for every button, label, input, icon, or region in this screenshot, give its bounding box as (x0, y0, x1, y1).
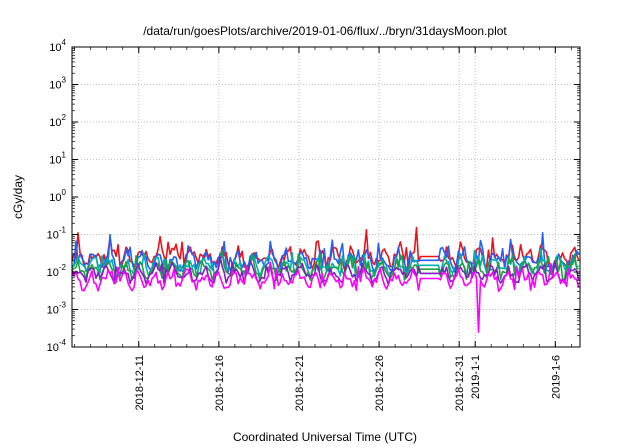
y-tick-label: 10-4 (47, 338, 67, 354)
y-axis-ticks: 10-4 10-3 10-2 10-1 100 101 102 103 104 (47, 38, 580, 354)
y-tick-label: 100 (49, 188, 66, 204)
y-tick-label: 101 (49, 151, 66, 167)
y-axis-label: cGy/day (11, 175, 25, 219)
x-axis-label: Coordinated Universal Time (UTC) (233, 430, 417, 444)
series-line (71, 256, 580, 286)
x-tick-label: 2018-12-16 (214, 355, 226, 411)
y-tick-label: 10-1 (47, 226, 67, 242)
x-tick-label: 2019-1-1 (470, 355, 482, 399)
y-tick-label: 10-2 (47, 263, 67, 279)
y-tick-label: 10-3 (47, 301, 67, 317)
x-tick-label: 2018-12-11 (134, 355, 146, 410)
x-tick-label: 2018-12-21 (294, 355, 306, 411)
chart-title: /data/run/goesPlots/archive/2019-01-06/f… (143, 24, 507, 38)
plot-frame (71, 46, 581, 348)
series-line (71, 247, 580, 278)
x-tick-label: 2019-1-6 (550, 355, 562, 399)
x-tick-label: 2018-12-26 (374, 355, 386, 411)
series-group (71, 226, 580, 333)
grid (72, 47, 580, 347)
series-line (71, 261, 580, 333)
x-axis-ticks: 2018-12-11 2018-12-16 2018-12-21 2018-12-26… (74, 47, 572, 411)
y-tick-label: 104 (49, 38, 66, 54)
x-tick-label: 2018-12-31 (454, 355, 466, 411)
y-tick-label: 103 (49, 76, 66, 92)
y-tick-label: 102 (49, 113, 66, 129)
